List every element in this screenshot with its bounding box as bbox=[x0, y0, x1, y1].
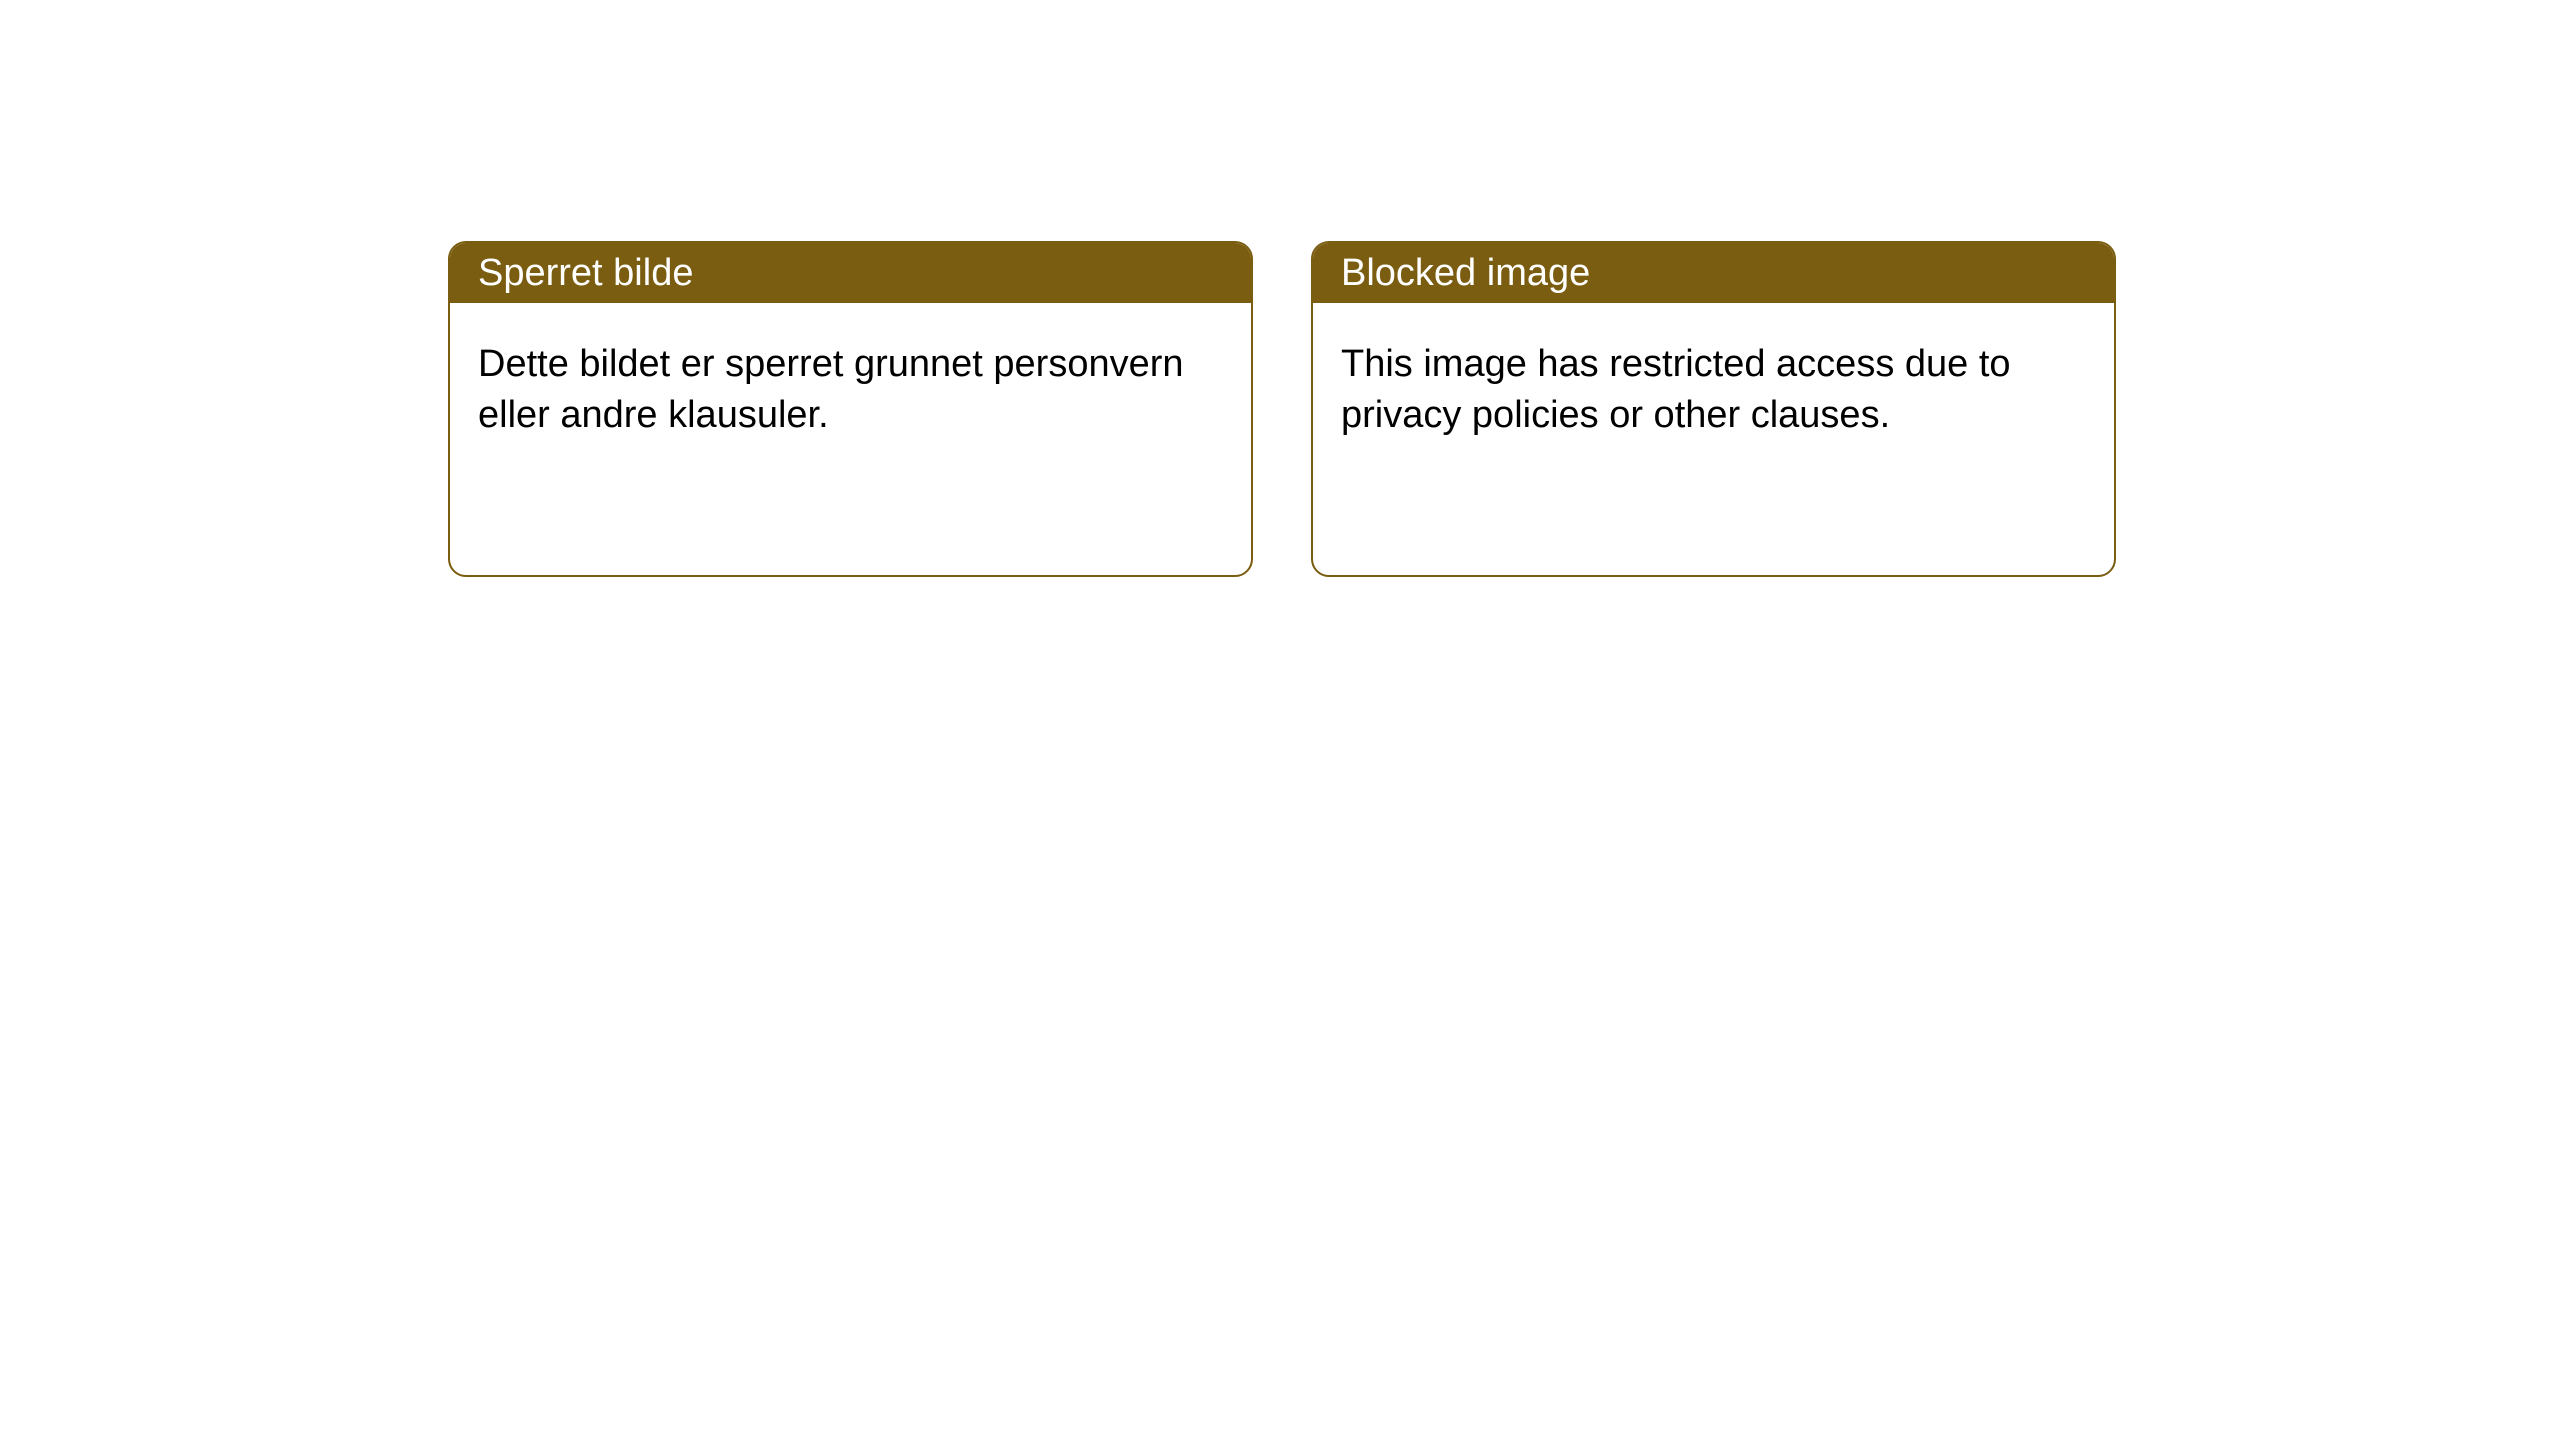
card-title: Blocked image bbox=[1341, 252, 1590, 295]
notice-card-english: Blocked image This image has restricted … bbox=[1311, 241, 2116, 577]
card-body-text: Dette bildet er sperret grunnet personve… bbox=[478, 343, 1184, 436]
card-body: This image has restricted access due to … bbox=[1313, 303, 2114, 478]
notice-container: Sperret bilde Dette bildet er sperret gr… bbox=[0, 0, 2560, 577]
card-body: Dette bildet er sperret grunnet personve… bbox=[450, 303, 1251, 478]
card-title: Sperret bilde bbox=[478, 252, 693, 295]
notice-card-norwegian: Sperret bilde Dette bildet er sperret gr… bbox=[448, 241, 1253, 577]
card-header: Blocked image bbox=[1313, 243, 2114, 303]
card-body-text: This image has restricted access due to … bbox=[1341, 343, 2011, 436]
card-header: Sperret bilde bbox=[450, 243, 1251, 303]
